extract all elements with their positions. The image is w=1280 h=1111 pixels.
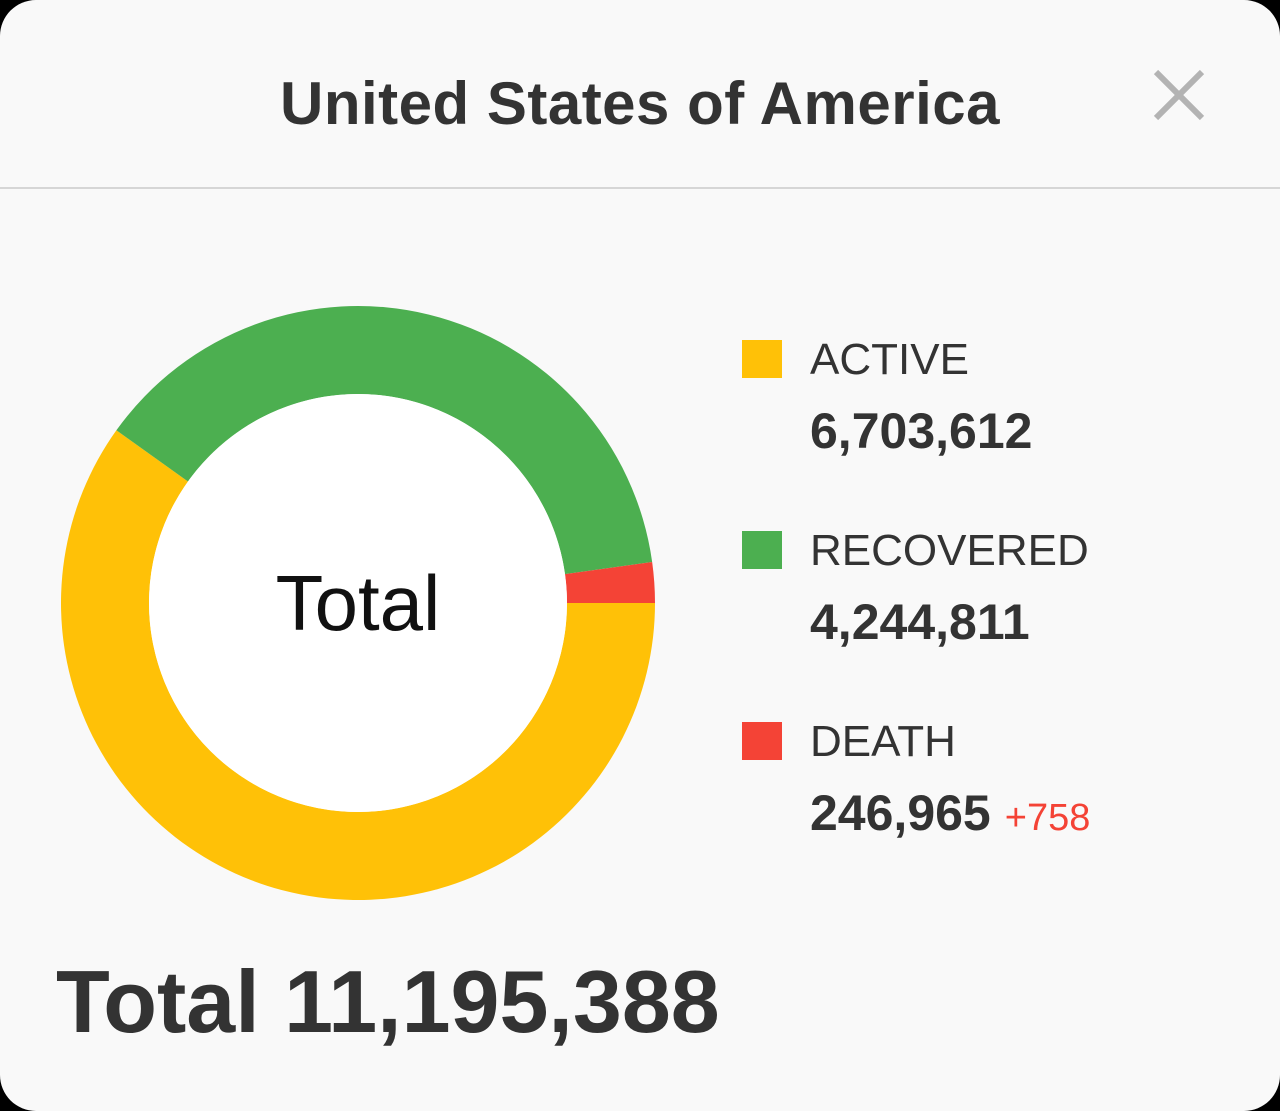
legend-item-death: DEATH 246,965 +758: [742, 712, 1262, 852]
recovered-count: 4,244,811: [810, 594, 1030, 650]
dialog-title: United States of America: [280, 70, 1000, 137]
donut-slice-death: [564, 561, 655, 603]
death-count: 246,965: [810, 785, 991, 841]
legend-label-death: DEATH: [810, 717, 956, 766]
legend-item-active: ACTIVE 6,703,612: [742, 330, 1262, 470]
donut-slice-active: [60, 430, 655, 901]
active-count: 6,703,612: [810, 403, 1033, 459]
dialog-header: United States of America: [0, 0, 1280, 189]
legend-swatch-active: [742, 340, 782, 378]
legend-swatch-death: [742, 722, 782, 760]
close-icon: [1153, 69, 1205, 121]
legend-swatch-recovered: [742, 531, 782, 569]
total-value: 11,195,388: [284, 952, 720, 1051]
donut-hole: [149, 394, 567, 812]
legend-label-active: ACTIVE: [810, 335, 969, 384]
legend-value-active: 6,703,612: [810, 400, 1032, 462]
legend-label-recovered: RECOVERED: [810, 526, 1089, 575]
death-delta: +758: [1004, 797, 1091, 839]
donut-center-label: Total: [275, 559, 441, 647]
legend-item-recovered: RECOVERED 4,244,811: [742, 521, 1262, 661]
donut-slice-recovered: [116, 305, 653, 575]
legend-value-recovered: 4,244,811: [810, 591, 1030, 653]
legend-value-death: 246,965 +758: [810, 782, 1090, 849]
donut-chart-svg: [60, 305, 655, 901]
total-label: Total: [56, 952, 260, 1051]
close-button[interactable]: [1146, 62, 1212, 128]
donut-chart: Total: [60, 305, 656, 901]
total-summary: Total 11,195,388: [56, 950, 720, 1054]
